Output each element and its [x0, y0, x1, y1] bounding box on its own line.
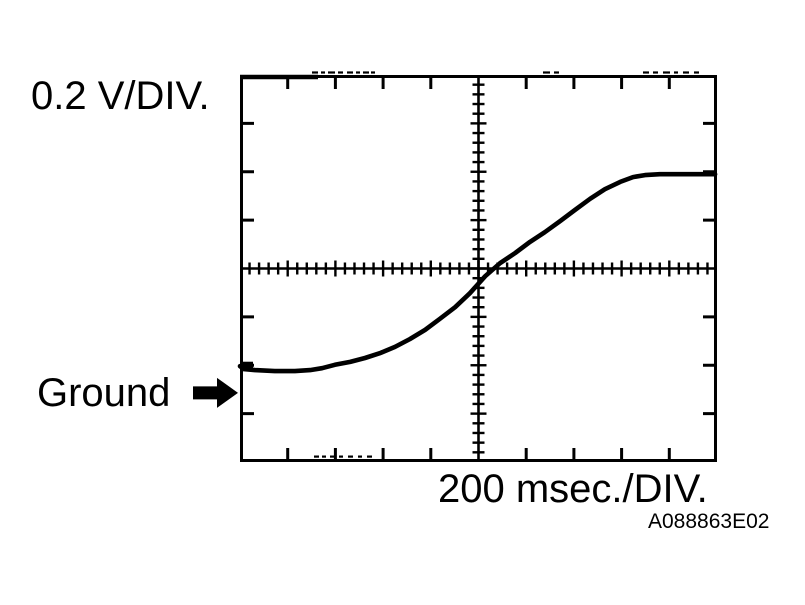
trace-start-marker — [240, 361, 253, 369]
graticule — [240, 71, 717, 462]
figure-code: A088863E02 — [648, 510, 770, 533]
right-arrow-icon — [193, 377, 238, 408]
waveform-trace — [237, 171, 718, 374]
trace-line — [237, 171, 718, 374]
y-scale-label: 0.2 V/DIV. — [31, 74, 210, 118]
ground-arrow-icon — [193, 377, 238, 408]
screen-border — [240, 75, 717, 462]
ground-label: Ground — [37, 371, 171, 415]
x-scale-label: 200 msec./DIV. — [438, 467, 708, 511]
